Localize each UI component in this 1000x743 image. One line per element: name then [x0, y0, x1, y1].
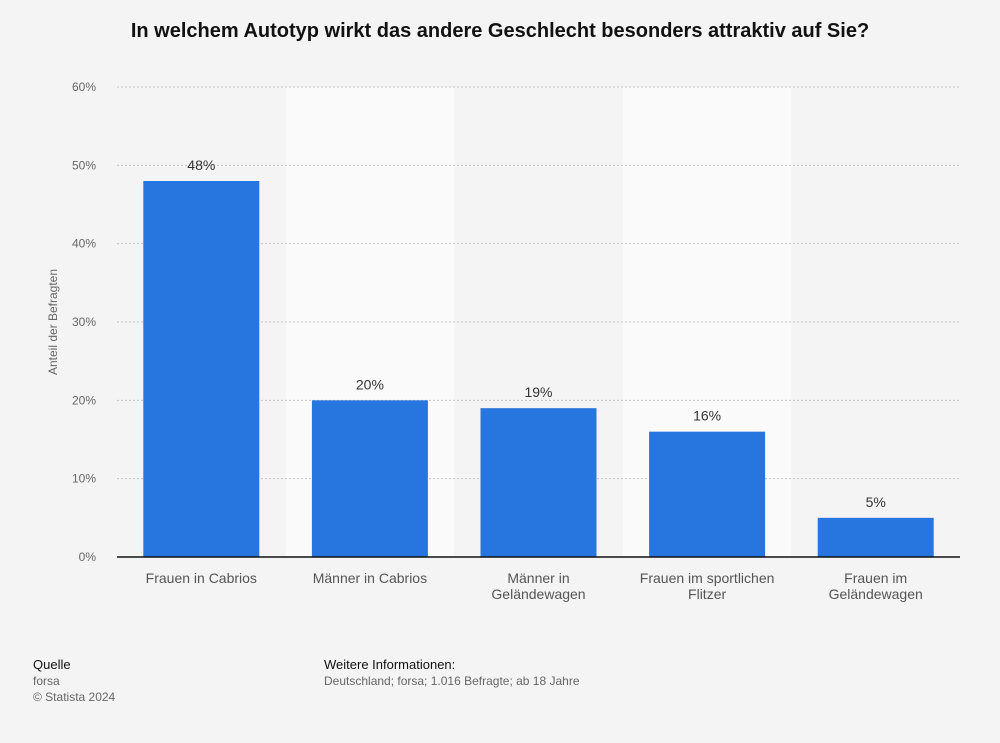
- x-tick-label: Männer in: [507, 570, 569, 586]
- y-tick-label: 30%: [72, 315, 96, 329]
- copyright: © Statista 2024: [33, 690, 116, 704]
- bar-chart: 0% 10% 20% 30% 40% 50% 60% Anteil der Befragten…: [46, 80, 960, 602]
- bar[interactable]: [817, 517, 934, 557]
- data-label: 16%: [693, 408, 721, 424]
- x-tick-label: Flitzer: [688, 586, 726, 602]
- y-tick-label: 10%: [72, 472, 96, 486]
- source-name: forsa: [33, 674, 60, 688]
- x-tick-label: Geländewagen: [491, 586, 585, 602]
- x-tick-label: Frauen im: [844, 570, 907, 586]
- y-tick-label: 20%: [72, 393, 96, 407]
- x-tick-label: Frauen in Cabrios: [146, 570, 257, 586]
- chart-title: In welchem Autotyp wirkt das andere Gesc…: [130, 20, 870, 42]
- info-heading: Weitere Informationen:: [324, 657, 456, 672]
- data-label: 5%: [866, 494, 886, 510]
- x-tick-label: Männer in Cabrios: [313, 570, 427, 586]
- data-label: 48%: [187, 157, 215, 173]
- y-tick-label: 0%: [79, 550, 97, 564]
- y-tick-label: 60%: [72, 80, 96, 94]
- bar[interactable]: [649, 431, 766, 557]
- data-label: 19%: [524, 384, 552, 400]
- bar[interactable]: [311, 400, 428, 557]
- y-tick-label: 40%: [72, 237, 96, 251]
- data-label: 20%: [356, 376, 384, 392]
- y-tick-label: 50%: [72, 158, 96, 172]
- x-tick-label: Frauen im sportlichen: [640, 570, 775, 586]
- info-block: Weitere Informationen: Deutschland; fors…: [324, 657, 580, 689]
- bar[interactable]: [480, 408, 597, 557]
- y-axis-label: Anteil der Befragten: [46, 269, 60, 375]
- source-heading: Quelle: [33, 657, 71, 672]
- x-tick-label: Geländewagen: [829, 586, 923, 602]
- bar[interactable]: [143, 181, 260, 557]
- info-text: Deutschland; forsa; 1.016 Befragte; ab 1…: [324, 674, 580, 688]
- source-block: Quelle forsa © Statista 2024: [33, 657, 115, 705]
